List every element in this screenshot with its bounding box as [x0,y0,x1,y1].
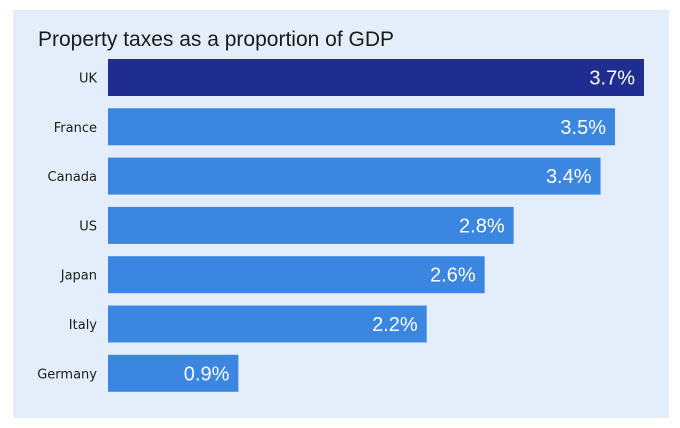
value-label-italy: 2.2% [372,314,418,336]
category-label-france: France [54,121,97,136]
bar-italy [108,305,427,343]
bar-japan [108,256,485,294]
category-label-germany: Germany [37,367,97,382]
value-label-japan: 2.6% [430,265,476,287]
bar-france [108,108,616,146]
category-label-canada: Canada [48,170,97,185]
value-label-germany: 0.9% [184,363,230,385]
category-label-us: US [79,219,97,234]
bar-uk [108,59,644,96]
value-label-canada: 3.4% [546,166,592,188]
value-label-us: 2.8% [459,215,505,237]
bar-us [108,206,514,244]
bar-canada [108,157,601,195]
category-label-italy: Italy [69,318,98,333]
bar-germany [108,354,239,392]
value-label-uk: 3.7% [589,68,635,90]
category-label-uk: UK [79,72,98,87]
value-label-france: 3.5% [560,117,606,139]
chart-title: Property taxes as a proportion of GDP [38,28,395,51]
category-label-japan: Japan [60,269,97,284]
